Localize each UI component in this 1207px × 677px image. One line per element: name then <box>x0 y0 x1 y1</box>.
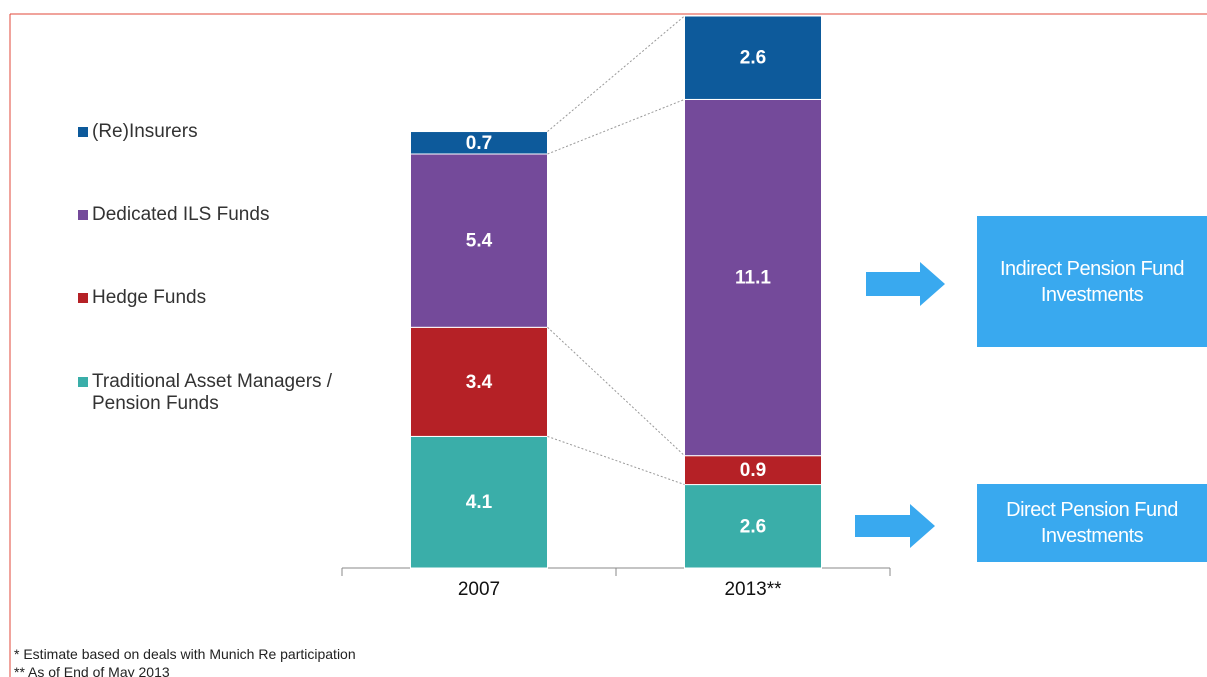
data-label: 0.7 <box>466 133 492 154</box>
bar-segment <box>684 455 822 486</box>
legend-label: Hedge Funds <box>92 287 207 308</box>
data-label: 3.4 <box>466 372 493 393</box>
x-tick-label: 2007 <box>458 579 500 600</box>
legend-label: (Re)Insurers <box>92 121 198 142</box>
data-label: 2.6 <box>740 48 766 69</box>
bar-segment <box>410 435 548 569</box>
legend-item: Traditional Asset Managers / Pension Fun… <box>78 371 338 415</box>
legend-item: (Re)Insurers <box>78 121 338 143</box>
legend-item: Hedge Funds <box>78 287 338 309</box>
legend-item: Dedicated ILS Funds <box>78 204 338 226</box>
x-tick-label: 2013** <box>724 579 782 600</box>
arrow <box>855 504 935 548</box>
footnote: * Estimate based on deals with Munich Re… <box>14 646 356 662</box>
data-label: 11.1 <box>735 268 771 289</box>
side-box: Direct Pension Fund Investments <box>977 484 1207 562</box>
connector <box>547 326 685 457</box>
bar-segment <box>684 98 822 457</box>
data-label: 0.9 <box>740 460 766 481</box>
side-box: Indirect Pension Fund Investments <box>977 216 1207 347</box>
arrow <box>866 262 945 306</box>
legend-label: Traditional Asset Managers / Pension Fun… <box>92 371 333 414</box>
bar-segment <box>410 131 548 155</box>
legend-marker <box>78 127 88 137</box>
bar-segment <box>410 153 548 328</box>
bar-segment <box>410 326 548 437</box>
connector <box>547 435 685 486</box>
legend-marker <box>78 210 88 220</box>
connector <box>547 98 685 155</box>
connector <box>547 15 685 132</box>
side-box-text: Indirect Pension Fund Investments <box>999 257 1185 306</box>
legend-marker <box>78 293 88 303</box>
data-label: 2.6 <box>740 516 766 537</box>
bar-segment <box>684 484 822 569</box>
data-label: 4.1 <box>466 492 493 513</box>
footnote: ** As of End of May 2013 <box>14 664 170 677</box>
legend-marker <box>78 377 88 387</box>
bar-segment <box>684 15 822 100</box>
data-label: 5.4 <box>466 231 493 252</box>
legend-label: Dedicated ILS Funds <box>92 204 270 225</box>
side-box-text: Direct Pension Fund Investments <box>1006 499 1178 547</box>
